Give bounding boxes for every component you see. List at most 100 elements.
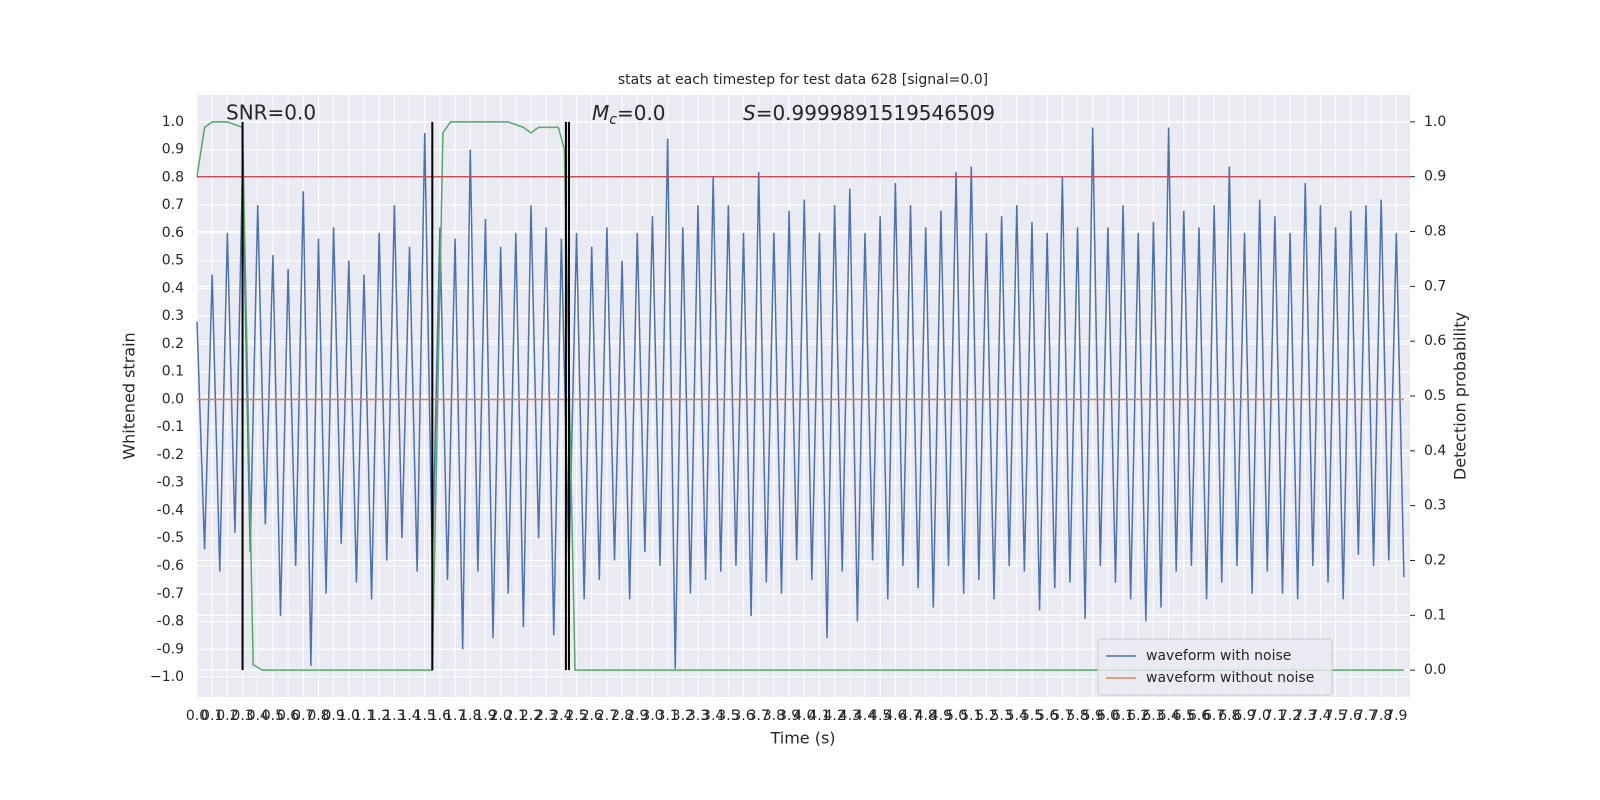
x-tick-label: 0.0 [186,708,208,724]
x-tick-label: 0.8 [307,708,329,724]
x-tick-label: 3.3 [687,708,709,724]
x-tick-label: 0.3 [231,708,253,724]
x-tick-label: 2.8 [611,708,633,724]
x-tick-label: 0.9 [323,708,345,724]
x-tick-label: 1.2 [368,708,390,724]
x-tick-label: 0.2 [216,708,238,724]
x-tick-label: 1.7 [444,708,466,724]
x-tick-label: 4.2 [823,708,845,724]
x-tick-label: 1.4 [398,708,420,724]
y2-tick-label: 0.9 [1424,169,1446,185]
s-symbol: S [743,101,756,125]
x-tick-label: 2.0 [489,708,511,724]
series-line [196,121,1404,671]
y-tick-label: -0.7 [157,586,184,602]
x-tick-label: 0.5 [262,708,284,724]
y-tick-label: 0.2 [162,336,184,352]
x-tick-label: 6.5 [1173,708,1195,724]
mc-subscript: c [609,112,617,128]
x-tick-label: 5.0 [945,708,967,724]
s-value: =0.9999891519546509 [756,101,995,125]
y-tick-label: -0.3 [157,475,184,491]
x-tick-label: 4.6 [884,708,906,724]
y-tick-label: 1.0 [162,114,184,130]
x-tick-label: 5.4 [1006,708,1028,724]
y2-tick-label: 0.3 [1424,498,1446,514]
y2-tick-label: 0.5 [1424,388,1446,404]
x-tick-label: 4.3 [839,708,861,724]
x-tick-label: 6.7 [1203,708,1225,724]
x-tick-label: 1.8 [459,708,481,724]
x-tick-label: 5.3 [990,708,1012,724]
x-tick-label: 2.9 [626,708,648,724]
x-tick-label: 3.1 [656,708,678,724]
y2-tick-label: 0.4 [1424,443,1446,459]
x-tick-label: 3.8 [763,708,785,724]
y-tick-label: -0.8 [157,614,184,630]
x-axis-label: Time (s) [769,729,835,748]
y-tick-label: 0.1 [162,364,184,380]
x-tick-label: 3.2 [672,708,694,724]
y-tick-label: 0.3 [162,308,184,324]
x-tick-label: 7.9 [1385,708,1407,724]
x-tick-label: 2.6 [581,708,603,724]
x-tick-label: 7.3 [1294,708,1316,724]
x-tick-label: 2.1 [505,708,527,724]
x-tick-label: 7.7 [1355,708,1377,724]
y-tick-label: 0.9 [162,142,184,158]
x-tick-label: 7.8 [1370,708,1392,724]
s-annotation: S=0.9999891519546509 [743,101,995,125]
x-tick-label: 7.5 [1324,708,1346,724]
mc-value: =0.0 [617,101,666,125]
chart-title: stats at each timestep for test data 628… [618,72,988,88]
y2-tick-label: 1.0 [1424,114,1446,130]
x-tick-label: 5.5 [1021,708,1043,724]
y-tick-label: -0.6 [157,558,184,574]
x-tick-label: 6.1 [1112,708,1134,724]
y-tick-label: −1.0 [150,669,184,685]
x-tick-label: 6.4 [1157,708,1179,724]
y-tick-label: -0.4 [157,502,184,518]
x-tick-label: 2.4 [550,708,572,724]
x-tick-label: 1.3 [383,708,405,724]
y-tick-label: 0.7 [162,197,184,213]
mc-annotation: Mc=0.0 [592,101,666,129]
x-tick-label: 7.4 [1309,708,1331,724]
legend-box [1097,638,1333,696]
x-tick-label: 1.5 [414,708,436,724]
x-tick-label: 3.0 [641,708,663,724]
x-tick-label: 0.1 [201,708,223,724]
x-tick-label: 5.8 [1066,708,1088,724]
x-tick-label: 4.5 [869,708,891,724]
y2-tick-label: 0.8 [1424,224,1446,240]
x-tick-label: 3.6 [732,708,754,724]
x-tick-label: 0.6 [277,708,299,724]
x-tick-label: 4.1 [808,708,830,724]
x-tick-label: 4.8 [915,708,937,724]
x-tick-label: 5.2 [975,708,997,724]
x-tick-label: 2.7 [596,708,618,724]
x-tick-label: 2.5 [565,708,587,724]
x-tick-label: 2.3 [535,708,557,724]
x-tick-label: 1.1 [353,708,375,724]
x-tick-label: 1.9 [474,708,496,724]
y2-axis-label: Detection probability [1451,312,1470,480]
y-tick-label: -0.1 [157,419,184,435]
legend-label: waveform without noise [1146,670,1314,686]
x-tick-label: 3.7 [748,708,770,724]
y2-tick-label: 0.6 [1424,333,1446,349]
y-tick-label: 0.5 [162,253,184,269]
x-tick-label: 1.6 [429,708,451,724]
x-tick-label: 6.8 [1218,708,1240,724]
x-tick-label: 5.7 [1051,708,1073,724]
x-tick-label: 3.4 [702,708,724,724]
x-tick-label: 4.9 [930,708,952,724]
x-tick-label: 5.6 [1036,708,1058,724]
x-tick-label: 6.9 [1233,708,1255,724]
x-tick-label: 0.4 [247,708,269,724]
x-tick-label: 6.3 [1142,708,1164,724]
x-tick-label: 4.4 [854,708,876,724]
y-tick-label: 0.6 [162,225,184,241]
y-tick-label: -0.9 [157,641,184,657]
